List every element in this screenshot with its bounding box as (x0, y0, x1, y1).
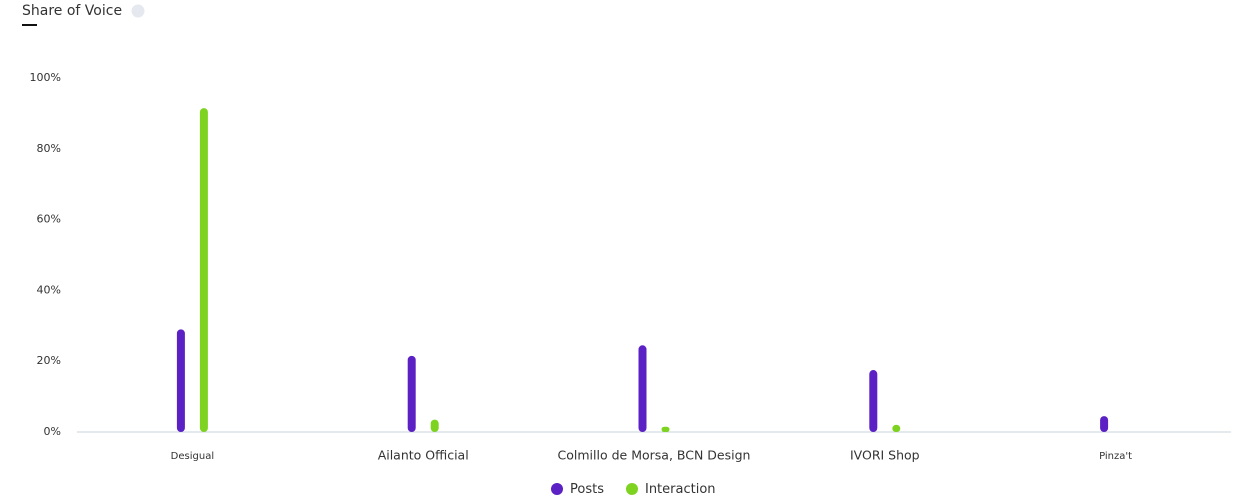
chart-title: Share of Voice (22, 3, 122, 19)
bar (1100, 416, 1109, 432)
bar (199, 108, 208, 432)
bar (661, 426, 670, 432)
y-tick-label: 0% (44, 425, 61, 438)
bar (869, 370, 878, 432)
bar (892, 424, 901, 432)
legend-marker[interactable] (625, 483, 638, 495)
x-tick-label: Colmillo de Morsa, BCN Design (558, 448, 751, 463)
bar (638, 345, 647, 432)
x-tick-label: Ailanto Official (378, 448, 469, 463)
x-tick-label: Pinza't (1099, 451, 1132, 462)
y-tick-label: 40% (37, 283, 61, 296)
bar (407, 355, 416, 432)
legend-label[interactable]: Posts (570, 482, 604, 497)
y-tick-label: 80% (37, 142, 61, 155)
y-tick-label: 100% (30, 71, 61, 84)
bar (430, 419, 439, 432)
x-tick-label: Desigual (171, 451, 214, 462)
bar (176, 329, 185, 432)
y-tick-label: 60% (37, 213, 61, 226)
legend-marker[interactable] (551, 483, 563, 495)
x-tick-label: IVORI Shop (850, 448, 920, 463)
y-tick-label: 20% (37, 354, 61, 367)
info-icon[interactable] (131, 4, 145, 18)
legend-label[interactable]: Interaction (645, 482, 716, 497)
